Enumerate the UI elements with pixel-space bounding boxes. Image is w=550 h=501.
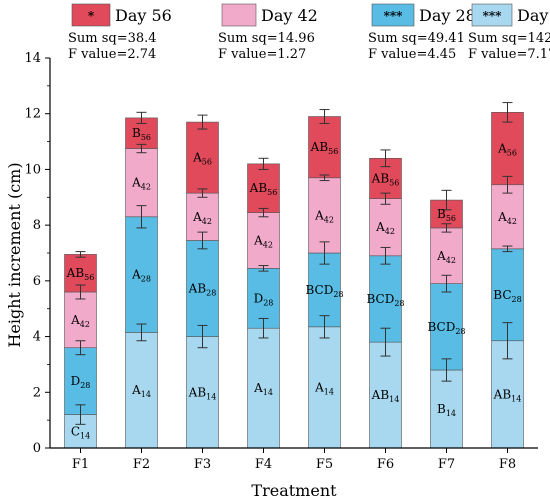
segment-label: A14 — [253, 381, 273, 397]
bar-segment — [369, 255, 402, 343]
segment-labels: C14 D28 A42 AB56 A14 A28 A42 B56 AB14 AB28 A42 A56 A… — [66, 126, 522, 440]
legend-label: Day 42 — [261, 6, 318, 25]
segment-label: A42 — [192, 210, 212, 226]
legend-sum-sq: Sum sq=14.96 — [218, 31, 315, 46]
legend-label: Day 14 — [517, 6, 550, 25]
legend-item: *** Day 14 Sum sq=142.40F value=7.17 — [468, 3, 550, 62]
bar-segment — [186, 121, 219, 194]
y-tick-label: 2 — [33, 385, 41, 400]
legend-f-value: F value=2.74 — [68, 47, 156, 62]
y-tick-label: 4 — [33, 330, 41, 345]
x-tick-label: F3 — [194, 457, 211, 472]
x-tick-label: F8 — [499, 457, 516, 472]
y-tick-label: 6 — [33, 274, 41, 289]
y-tick-label: 0 — [33, 441, 41, 456]
y-tick-label: 8 — [33, 218, 41, 233]
legend-item: * Day 56 Sum sq=38.4F value=2.74 — [68, 3, 172, 62]
segment-label: A42 — [131, 176, 151, 192]
segment-label: AB14 — [188, 385, 217, 401]
bar-segment — [369, 198, 402, 257]
bar-segment — [247, 163, 280, 213]
segment-label: A14 — [314, 380, 334, 396]
segment-label: A42 — [253, 233, 273, 249]
y-tick-label: 12 — [24, 107, 41, 122]
legend-item: *** Day 28 Sum sq=49.41F value=4.45 — [368, 3, 476, 62]
legend-label: Day 28 — [419, 6, 476, 25]
segment-label: BCD28 — [366, 292, 404, 308]
segment-label: A14 — [131, 383, 151, 399]
x-tick-label: F4 — [255, 457, 272, 472]
bar-segment — [125, 216, 158, 333]
bar-segment — [491, 184, 524, 250]
bars — [64, 112, 524, 449]
segment-label: D28 — [71, 374, 91, 390]
legend-significance: *** — [384, 9, 404, 23]
bar-segment — [308, 326, 341, 449]
segment-label: B14 — [437, 402, 456, 418]
segment-label: AB56 — [310, 140, 339, 156]
segment-label: C14 — [71, 424, 90, 440]
segment-label: BCD28 — [305, 283, 343, 299]
x-tick-label: F6 — [377, 457, 394, 472]
legend-f-value: F value=4.45 — [368, 47, 456, 62]
x-axis-title: Treatment — [251, 481, 337, 500]
segment-label: A42 — [497, 210, 517, 226]
legend-significance: * — [88, 9, 95, 23]
segment-label: BCD28 — [427, 320, 465, 336]
bar-segment — [430, 227, 463, 284]
bar-segment — [247, 212, 280, 269]
bar-segment — [308, 177, 341, 254]
bar-segment — [308, 252, 341, 328]
segment-label: AB56 — [371, 171, 400, 187]
bar-segment — [308, 116, 341, 179]
segment-label: A56 — [192, 151, 212, 167]
y-tick-label: 14 — [24, 51, 41, 66]
segment-label: AB56 — [66, 266, 95, 282]
segment-label: A28 — [131, 268, 151, 284]
segment-label: AB14 — [493, 387, 522, 403]
legend-swatch — [71, 3, 111, 27]
bar-segment — [186, 240, 219, 337]
segment-label: B56 — [437, 207, 456, 223]
segment-label: AB28 — [188, 282, 217, 298]
legend-swatch — [371, 3, 415, 27]
bar-segment — [186, 336, 219, 449]
segment-label: B56 — [132, 126, 151, 142]
segment-label: AB14 — [371, 388, 400, 404]
segment-label: AB56 — [249, 181, 278, 197]
legend-item: Day 42 Sum sq=14.96F value=1.27 — [218, 3, 318, 62]
legend-swatch — [221, 3, 257, 27]
axes: 0 2 4 6 8 10 12 14 F1 F2 F3 F4 F5 F6 F7 F8 — [24, 51, 538, 472]
legend-sum-sq: Sum sq=142.40 — [468, 31, 550, 46]
segment-label: A42 — [70, 313, 90, 329]
x-tick-label: F7 — [438, 457, 455, 472]
segment-label: A42 — [436, 249, 456, 265]
legend-sum-sq: Sum sq=49.41 — [368, 31, 465, 46]
legend-f-value: F value=1.27 — [218, 47, 306, 62]
bar-segment — [247, 327, 280, 449]
y-tick-label: 10 — [24, 162, 41, 177]
segment-label: A42 — [375, 220, 395, 236]
legend-swatch — [471, 3, 513, 27]
segment-label: BC28 — [493, 288, 521, 304]
segment-label: D28 — [254, 291, 274, 307]
legend-label: Day 56 — [115, 6, 172, 25]
y-axis-title: Height increment (cm) — [5, 162, 24, 347]
error-bars — [75, 102, 513, 425]
legend-sum-sq: Sum sq=38.4 — [68, 31, 157, 46]
segment-label: A56 — [497, 142, 517, 158]
x-tick-label: F5 — [316, 457, 333, 472]
legend-f-value: F value=7.17 — [468, 47, 550, 62]
bar-segment — [369, 341, 402, 449]
legend-significance: *** — [483, 9, 503, 23]
bar-segment — [430, 283, 463, 371]
bar-segment — [430, 369, 463, 449]
x-tick-label: F1 — [72, 457, 89, 472]
x-tick-label: F2 — [133, 457, 150, 472]
legend: * Day 56 Sum sq=38.4F value=2.74 Day 42 Sum … — [68, 3, 550, 62]
segment-label: A42 — [314, 208, 334, 224]
